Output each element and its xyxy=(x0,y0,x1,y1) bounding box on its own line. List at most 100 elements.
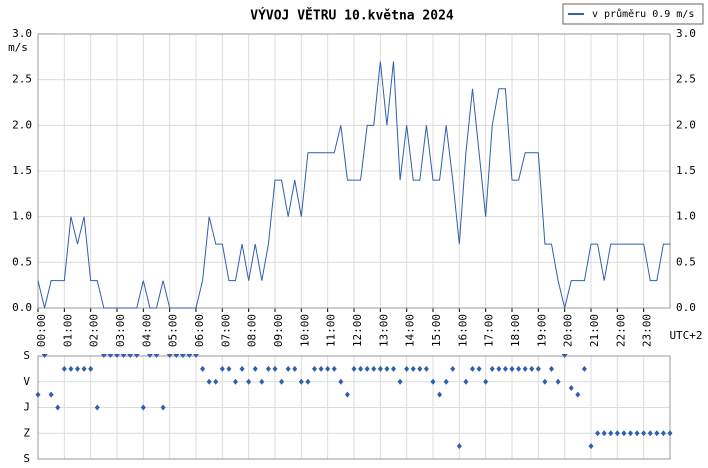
direction-marker xyxy=(634,430,640,437)
x-tick-label: 12:00 xyxy=(351,314,364,347)
x-tick-label: 20:00 xyxy=(562,314,575,347)
x-tick-label: 13:00 xyxy=(377,314,390,347)
y-tick-label: 3.0 xyxy=(12,27,32,40)
calm-marker xyxy=(179,354,186,358)
y-tick-label: 2.5 xyxy=(12,73,32,86)
direction-marker xyxy=(476,365,482,372)
direction-marker xyxy=(502,365,508,372)
x-tick-label: 19:00 xyxy=(535,314,548,347)
direction-marker xyxy=(450,365,456,372)
x-tick-label: 01:00 xyxy=(61,314,74,347)
direction-marker xyxy=(647,430,653,437)
y-tick-label-right: 0.5 xyxy=(676,255,696,268)
calm-marker xyxy=(120,354,127,358)
x-tick-label: 09:00 xyxy=(272,314,285,347)
direction-marker xyxy=(219,365,225,372)
direction-marker xyxy=(377,365,383,372)
direction-marker xyxy=(601,430,607,437)
x-tick-label: 16:00 xyxy=(456,314,469,347)
direction-marker xyxy=(575,391,581,398)
x-tick-label: 02:00 xyxy=(88,314,101,347)
calm-marker xyxy=(100,354,107,358)
direction-marker xyxy=(239,365,245,372)
calm-marker xyxy=(186,354,193,358)
direction-marker xyxy=(259,378,265,385)
y-tick-label: 0.5 xyxy=(12,255,32,268)
x-tick-label: 18:00 xyxy=(509,314,522,347)
legend-label: v průměru 0.9 m/s xyxy=(592,8,694,20)
direction-marker xyxy=(430,378,436,385)
calm-marker xyxy=(146,354,153,358)
direction-marker xyxy=(667,430,673,437)
direction-marker xyxy=(61,365,67,372)
y-unit: m/s xyxy=(8,41,28,54)
direction-marker xyxy=(206,378,212,385)
x-tick-label: 15:00 xyxy=(430,314,443,347)
x-tick-label: 03:00 xyxy=(114,314,127,347)
direction-marker xyxy=(397,378,403,385)
x-tick-label: 22:00 xyxy=(614,314,627,347)
direction-marker xyxy=(535,365,541,372)
y-tick-label-right: 0.0 xyxy=(676,301,696,314)
x-tick-label: 06:00 xyxy=(193,314,206,347)
direction-marker xyxy=(443,378,449,385)
direction-marker xyxy=(226,365,232,372)
calm-marker xyxy=(41,354,48,358)
x-tick-label: 17:00 xyxy=(483,314,496,347)
direction-marker xyxy=(549,365,554,372)
direction-marker xyxy=(529,365,535,372)
direction-marker xyxy=(160,404,166,411)
direction-marker xyxy=(456,443,462,450)
direction-marker xyxy=(437,391,443,398)
direction-marker xyxy=(35,391,41,398)
direction-marker xyxy=(470,365,475,372)
calm-marker xyxy=(173,354,180,358)
x-tick-label: 11:00 xyxy=(325,314,338,347)
direction-label: J xyxy=(23,401,30,414)
calm-marker xyxy=(127,354,134,358)
y-tick-label-right: 1.5 xyxy=(676,164,696,177)
plot-frame xyxy=(37,33,671,309)
direction-marker xyxy=(292,365,298,372)
direction-marker xyxy=(265,365,271,372)
x-tick-label: 05:00 xyxy=(167,314,180,347)
direction-marker xyxy=(364,365,370,372)
direction-marker xyxy=(298,378,304,385)
direction-marker xyxy=(489,365,495,372)
direction-marker xyxy=(509,365,515,372)
chart-title: VÝVOJ VĚTRU 10.května 2024 xyxy=(250,8,454,24)
x-tick-label: 00:00 xyxy=(35,314,48,347)
direction-marker xyxy=(358,365,364,372)
direction-marker xyxy=(233,378,238,385)
direction-marker xyxy=(410,365,416,372)
direction-marker xyxy=(555,378,561,385)
direction-marker xyxy=(608,430,614,437)
calm-marker xyxy=(133,354,140,358)
y-tick-label: 1.0 xyxy=(12,210,32,223)
calm-marker xyxy=(166,354,173,358)
direction-marker xyxy=(200,365,206,372)
x-tick-label: 08:00 xyxy=(246,314,259,347)
direction-marker xyxy=(516,365,522,372)
direction-marker xyxy=(88,365,94,372)
y-tick-label: 1.5 xyxy=(12,164,32,177)
direction-marker xyxy=(344,391,350,398)
x-tick-label: 14:00 xyxy=(404,314,417,347)
direction-marker xyxy=(660,430,666,437)
calm-marker xyxy=(114,354,120,358)
direction-marker xyxy=(417,365,423,372)
x-tick-label: 10:00 xyxy=(298,314,311,347)
direction-label: S xyxy=(23,452,30,465)
y-tick-label-right: 2.0 xyxy=(676,118,696,131)
x-tick-label: 23:00 xyxy=(641,314,654,347)
direction-marker xyxy=(595,430,601,437)
speed-line xyxy=(37,61,670,309)
direction-marker xyxy=(641,430,647,437)
direction-label: S xyxy=(23,349,30,362)
direction-marker xyxy=(331,365,337,372)
direction-marker xyxy=(568,385,574,392)
direction-marker xyxy=(391,365,396,372)
direction-marker xyxy=(213,378,219,385)
calm-marker xyxy=(193,354,199,358)
